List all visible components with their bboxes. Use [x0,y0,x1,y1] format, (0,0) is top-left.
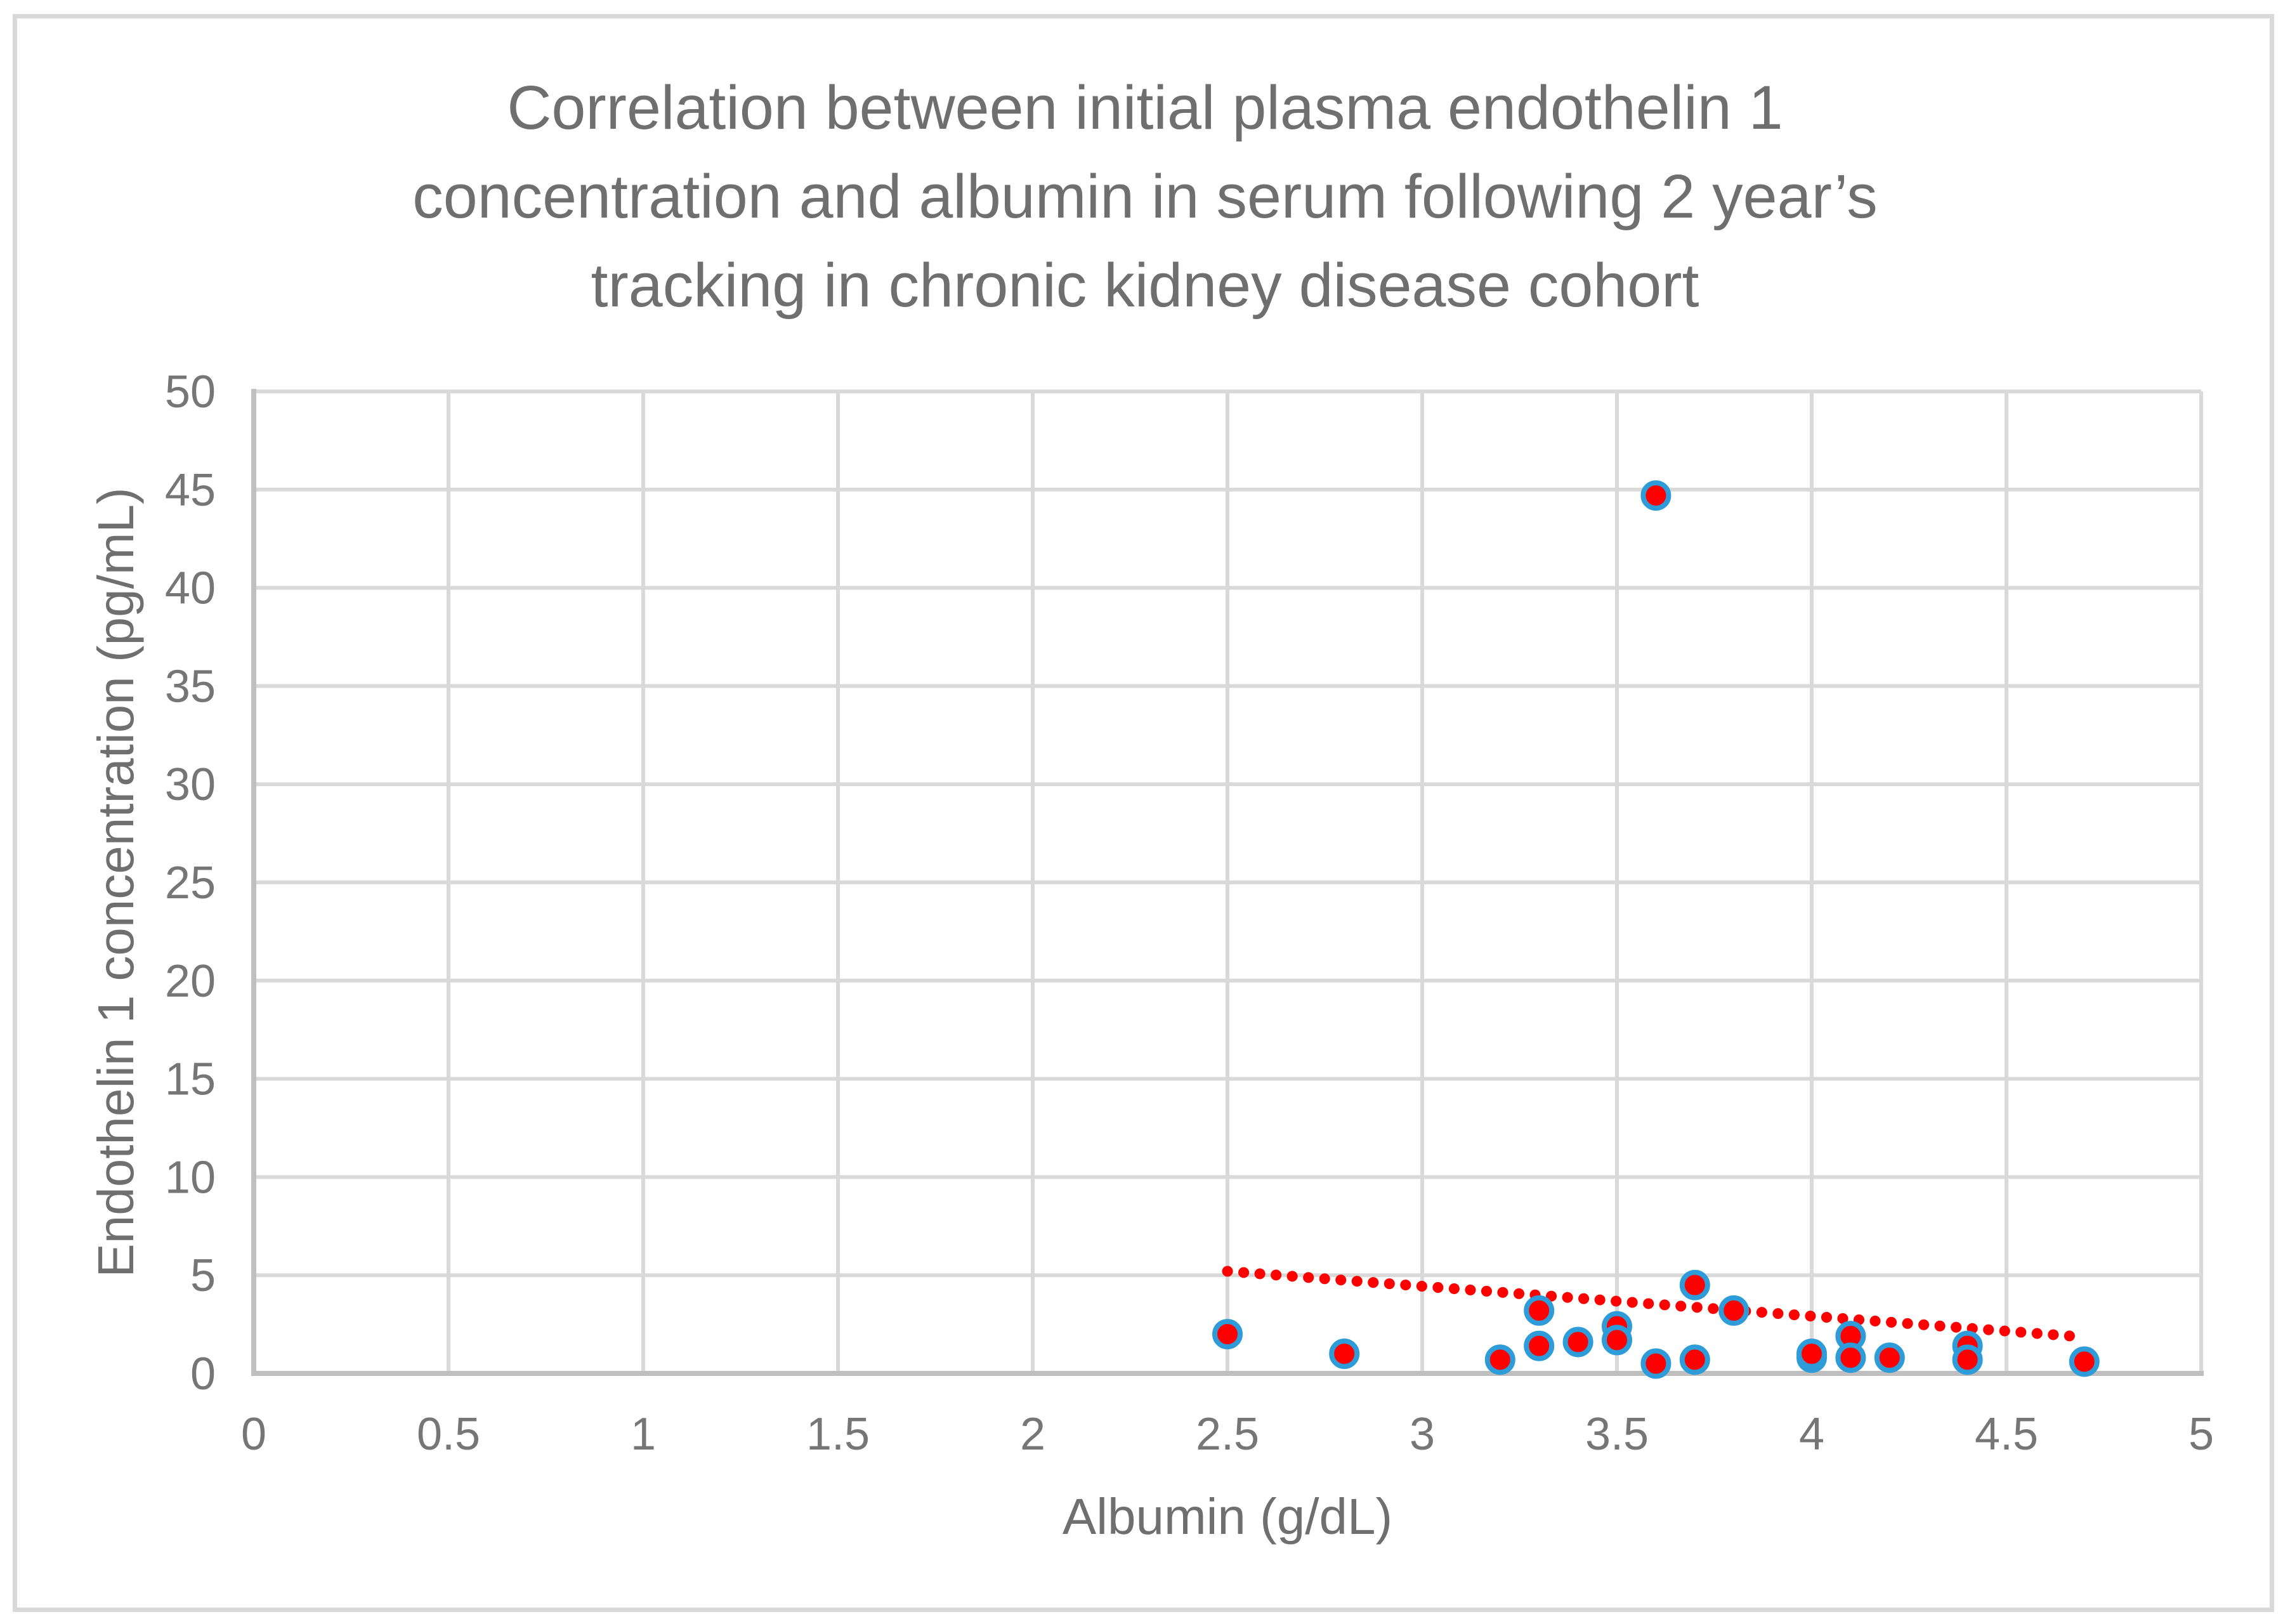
x-tick-label: 3.5 [1585,1409,1649,1460]
data-point [1602,1325,1632,1356]
y-tick-label: 45 [165,465,216,516]
y-tick-label: 40 [165,563,216,614]
data-point [1640,1348,1672,1379]
chart-title-line-2: concentration and albumin in serum follo… [412,162,1878,231]
x-tick-label: 1 [631,1409,656,1460]
x-tick-label: 3 [1410,1409,1435,1460]
x-tick-label: 5 [2189,1409,2214,1460]
data-point [1524,1295,1555,1326]
data-point [2069,1346,2100,1377]
x-tick-label: 4 [1799,1409,1824,1460]
x-tick-label: 1.5 [806,1409,870,1460]
x-tick-label: 0 [241,1409,266,1460]
y-tick-label: 30 [165,759,216,810]
y-tick-label: 15 [165,1054,216,1105]
trendline [1222,1266,2090,1343]
chart-border [13,14,2274,1612]
data-point [1952,1344,1983,1375]
data-point [1524,1330,1555,1361]
data-point [1679,1344,1710,1375]
data-point [1562,1326,1593,1358]
data-point [1874,1342,1905,1373]
chart-title: Correlation between initial plasma endot… [0,63,2290,330]
data-point [1835,1342,1866,1373]
x-tick-label: 2.5 [1196,1409,1259,1460]
data-point [1329,1339,1360,1370]
x-tick-label: 4.5 [1975,1409,2038,1460]
data-point [1796,1339,1827,1370]
x-axis-title: Albumin (g/dL) [1062,1488,1393,1545]
y-tick-label: 10 [165,1152,216,1203]
y-tick-label: 5 [190,1250,216,1301]
chart-title-line-1: Correlation between initial plasma endot… [507,73,1783,142]
data-point [1640,480,1672,511]
x-tick-label: 2 [1020,1409,1045,1460]
data-point [1212,1319,1243,1350]
y-tick-label: 25 [165,858,216,908]
chart-title-line-3: tracking in chronic kidney disease cohor… [591,251,1699,320]
y-tick-label: 35 [165,661,216,712]
data-point [1484,1344,1515,1375]
data-point [1718,1295,1750,1326]
y-tick-label: 50 [165,367,216,417]
y-tick-label: 20 [165,956,216,1007]
x-tick-label: 0.5 [417,1409,480,1460]
y-tick-label: 0 [190,1349,216,1399]
data-point [1679,1269,1710,1300]
